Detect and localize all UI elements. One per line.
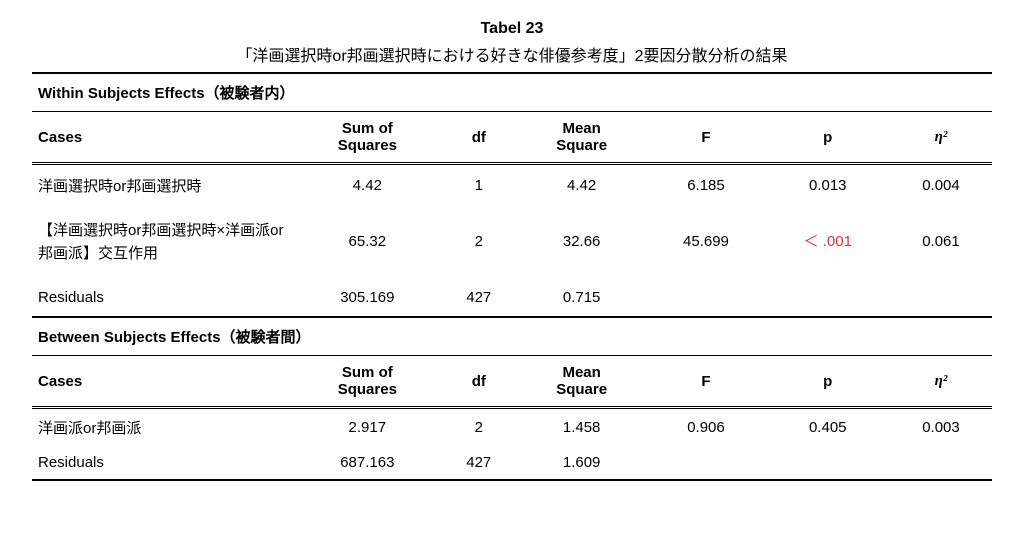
between-header-row: Cases Sum of Squares df Mean Square F p …: [32, 356, 992, 408]
header-df: df: [441, 112, 517, 164]
header-ms-l2: Square: [556, 137, 607, 154]
cell-ss: 4.42: [294, 164, 441, 207]
between-section-title-row: Between Subjects Effects（被験者間）: [32, 317, 992, 356]
cell-df: 427: [441, 446, 517, 480]
cell-p: 0.013: [766, 164, 890, 207]
between-section-title: Between Subjects Effects（被験者間）: [32, 317, 992, 356]
header-ms-l1b: Mean: [562, 364, 600, 381]
cell-ss: 2.917: [294, 408, 441, 447]
cell-eta: [890, 446, 992, 480]
cell-eta: 0.061: [890, 206, 992, 279]
cell-df: 2: [441, 206, 517, 279]
cell-ss: 687.163: [294, 446, 441, 480]
table-row: 【洋画選択時or邦画選択時×洋画派or邦画派】交互作用 65.32 2 32.6…: [32, 206, 992, 279]
within-header-row: Cases Sum of Squares df Mean Square F p …: [32, 112, 992, 164]
cell-ss: 65.32: [294, 206, 441, 279]
cell-p: ＜ .001: [766, 206, 890, 279]
within-section-title-row: Within Subjects Effects（被験者内）: [32, 73, 992, 112]
header-ss-l1: Sum of: [342, 120, 393, 137]
header-p: p: [766, 112, 890, 164]
header-ms: Mean Square: [517, 112, 646, 164]
header-ms-l1: Mean: [562, 120, 600, 137]
header-eta: η²: [890, 112, 992, 164]
cell-f: 45.699: [646, 206, 765, 279]
cell-f: [646, 446, 765, 480]
header-ms: Mean Square: [517, 356, 646, 408]
header-cases: Cases: [32, 356, 294, 408]
header-cases: Cases: [32, 112, 294, 164]
cell-ms: 4.42: [517, 164, 646, 207]
cell-df: 427: [441, 279, 517, 317]
table-row: 洋画選択時or邦画選択時 4.42 1 4.42 6.185 0.013 0.0…: [32, 164, 992, 207]
header-df: df: [441, 356, 517, 408]
table-row: 洋画派or邦画派 2.917 2 1.458 0.906 0.405 0.003: [32, 408, 992, 447]
cell-p: 0.405: [766, 408, 890, 447]
anova-table: Within Subjects Effects（被験者内） Cases Sum …: [32, 72, 992, 481]
cell-p: [766, 279, 890, 317]
header-f: F: [646, 112, 765, 164]
cell-ms: 0.715: [517, 279, 646, 317]
cell-df: 2: [441, 408, 517, 447]
header-f: F: [646, 356, 765, 408]
cell-eta: [890, 279, 992, 317]
header-ms-l2b: Square: [556, 381, 607, 398]
cell-ms: 1.458: [517, 408, 646, 447]
cell-cases: 【洋画選択時or邦画選択時×洋画派or邦画派】交互作用: [32, 206, 294, 279]
table-row: Residuals 305.169 427 0.715: [32, 279, 992, 317]
header-ss-l1b: Sum of: [342, 364, 393, 381]
cell-df: 1: [441, 164, 517, 207]
table-row: Residuals 687.163 427 1.609: [32, 446, 992, 480]
cell-cases: 洋画選択時or邦画選択時: [32, 164, 294, 207]
cell-cases: Residuals: [32, 279, 294, 317]
cell-eta: 0.003: [890, 408, 992, 447]
cell-f: 6.185: [646, 164, 765, 207]
cell-f: [646, 279, 765, 317]
cell-p: [766, 446, 890, 480]
header-ss: Sum of Squares: [294, 112, 441, 164]
header-p: p: [766, 356, 890, 408]
header-ss: Sum of Squares: [294, 356, 441, 408]
cell-cases: 洋画派or邦画派: [32, 408, 294, 447]
cell-eta: 0.004: [890, 164, 992, 207]
cell-f: 0.906: [646, 408, 765, 447]
table-number: Tabel 23: [32, 20, 992, 38]
table-caption: 「洋画選択時or邦画選択時における好きな俳優参考度」2要因分散分析の結果: [32, 42, 992, 66]
cell-ms: 32.66: [517, 206, 646, 279]
cell-ss: 305.169: [294, 279, 441, 317]
anova-table-wrapper: Tabel 23 「洋画選択時or邦画選択時における好きな俳優参考度」2要因分散…: [32, 20, 992, 481]
cell-ms: 1.609: [517, 446, 646, 480]
header-ss-l2b: Squares: [338, 381, 397, 398]
header-ss-l2: Squares: [338, 137, 397, 154]
cell-cases: Residuals: [32, 446, 294, 480]
within-section-title: Within Subjects Effects（被験者内）: [32, 73, 992, 112]
header-eta: η²: [890, 356, 992, 408]
